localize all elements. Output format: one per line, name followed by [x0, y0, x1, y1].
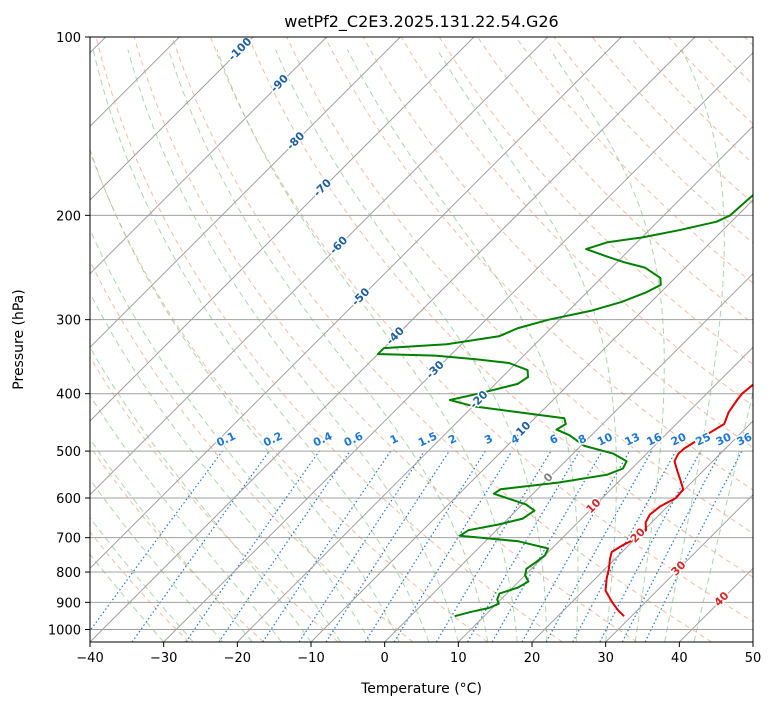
y-tick-label: 1000 [48, 623, 81, 638]
dry-adiabat-line [515, 37, 753, 284]
isotherm-line [90, 37, 549, 496]
dry-adiabat-line [95, 37, 563, 642]
mixing-ratio-line [393, 450, 513, 642]
dry-adiabat-line [90, 445, 264, 642]
moist-adiabat-line [168, 49, 489, 642]
y-tick-label: 600 [56, 492, 81, 507]
moist-adiabat-line [90, 292, 341, 642]
moist-adiabat-line [90, 516, 194, 642]
x-tick-label: 0 [381, 651, 389, 666]
mixing-ratio-line [218, 450, 351, 642]
mixing-ratio-line [262, 450, 392, 642]
plot-frame [89, 36, 754, 643]
dry-adiabats [90, 37, 753, 642]
moist-adiabat-line [346, 49, 579, 642]
x-tick-label: −20 [224, 651, 251, 666]
dry-adiabat-line [133, 37, 638, 642]
dry-adiabat-line [171, 37, 712, 642]
x-tick-label: 10 [450, 651, 467, 666]
y-tick-label: 300 [56, 314, 81, 329]
x-tick-label: −40 [76, 651, 103, 666]
x-tick-label: 40 [671, 651, 688, 666]
moist-adiabat-line [549, 49, 665, 642]
mixing-ratio-line [131, 450, 270, 642]
y-tick-label: 700 [56, 532, 81, 547]
dry-adiabat-line [438, 37, 753, 366]
moist-adiabat-line [90, 228, 371, 642]
mixing-ratio-line [185, 450, 320, 642]
isotherm-line [90, 37, 475, 422]
isotherm-line [90, 37, 622, 570]
moist-adiabat-line [90, 394, 282, 642]
dry-adiabat-line [400, 37, 753, 407]
y-tick-label: 900 [56, 596, 81, 611]
moist-adiabat-line [127, 49, 459, 642]
chart-title: wetPf2_C2E3.2025.131.22.54.G26 [284, 12, 558, 32]
mixing-ratio-lines [90, 450, 743, 642]
y-tick-label: 200 [56, 209, 81, 224]
y-tick-label: 400 [56, 388, 81, 403]
x-axis-ticks: −40 −30 −20 −10 0 10 20 30 40 50 [76, 642, 761, 666]
isotherm-line [457, 346, 753, 642]
dry-adiabat-line [90, 531, 190, 642]
mixing-ratio-line [90, 450, 223, 632]
isotherm-line [90, 37, 328, 275]
isotherm-line [90, 37, 696, 642]
moist-adiabat-line [90, 438, 253, 642]
isotherm-line [310, 199, 753, 642]
x-tick-label: −30 [150, 651, 177, 666]
mixing-ratio-line [325, 450, 450, 642]
y-tick-label: 500 [56, 445, 81, 460]
y-axis-label: Pressure (hPa) [11, 289, 27, 389]
dry-adiabat-line [90, 356, 339, 642]
x-tick-label: 50 [745, 651, 762, 666]
sounding-line [376, 193, 753, 618]
isotherm-line [163, 51, 753, 642]
mixing-ratio-line [572, 450, 677, 642]
y-tick-label: 800 [56, 566, 81, 581]
dry-adiabat-line [90, 150, 488, 642]
dry-adiabat-line [248, 37, 753, 578]
dry-adiabat-line [210, 37, 753, 623]
moist-adiabat-line [274, 49, 548, 642]
isotherm-line [384, 272, 753, 642]
moist-adiabat-line [90, 553, 165, 642]
x-tick-label: 30 [597, 651, 614, 666]
x-tick-label: 20 [524, 651, 541, 666]
pressure-gridlines [90, 37, 753, 630]
moist-adiabat-line [216, 49, 518, 642]
x-tick-label: −10 [297, 651, 324, 666]
moist-adiabat-line [436, 49, 617, 642]
moist-adiabat-line [664, 49, 725, 642]
isotherm-line [90, 37, 401, 349]
mixing-ratio-line [644, 450, 743, 642]
moist-adiabat-line [92, 49, 430, 642]
y-tick-label: 100 [56, 31, 81, 46]
isotherm-line [236, 125, 753, 642]
mixing-ratio-line [521, 450, 631, 642]
y-axis-ticks: 100 200 300 400 500 600 700 800 900 1000 [48, 31, 90, 638]
isotherm-line [605, 493, 753, 642]
x-axis-label: Temperature (°C) [360, 681, 482, 697]
moist-adiabat-line [693, 390, 753, 642]
mixing-ratio-line [545, 450, 653, 642]
sounding-series [376, 193, 753, 618]
moist-adiabat-line [90, 478, 223, 642]
mixing-ratio-line [298, 450, 425, 642]
isotherm-line [90, 37, 254, 201]
sounding-line [604, 383, 753, 617]
